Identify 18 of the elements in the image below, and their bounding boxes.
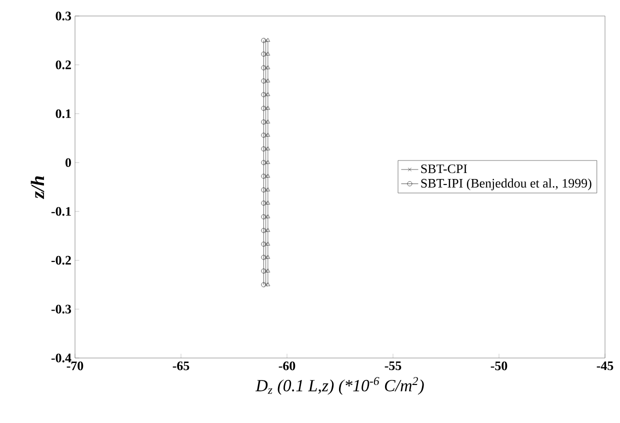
x-axis-title: D$_{z}$ (0.1 L,z) (*10$^{-6}$ C/m$^{2}$)	[255, 377, 424, 395]
x-tick-label: -45	[596, 362, 614, 370]
legend-label: SBT-CPI	[421, 164, 467, 174]
x-tick-label: -50	[490, 362, 508, 370]
y-tick-label: -0.1	[51, 207, 71, 216]
x-tick-label: -55	[384, 362, 402, 370]
y-tick-label: -0.2	[51, 256, 71, 265]
y-tick-label: 0.2	[56, 60, 71, 70]
y-tick-label: 0.3	[56, 12, 72, 20]
legend-label: SBT-IPI (Benjeddou et al., 1999)	[421, 178, 592, 190]
y-tick-label: 0	[66, 158, 71, 167]
y-tick-label: -0.3	[51, 304, 72, 314]
x-tick-label: -70	[66, 362, 84, 370]
y-tick-label: 0.1	[56, 109, 71, 118]
y-tick-label: -0.4	[51, 354, 72, 362]
x-tick-label: -65	[172, 362, 190, 370]
y-axis-title: z/h	[30, 176, 44, 200]
x-tick-label: -60	[278, 362, 296, 370]
